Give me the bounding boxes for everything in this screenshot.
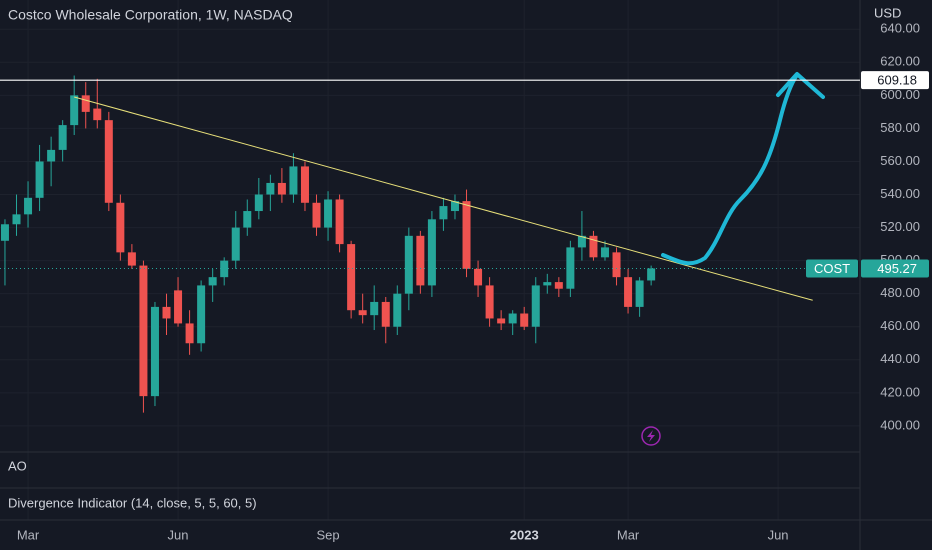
candle-body (635, 280, 644, 307)
y-tick-label: 540.00 (880, 186, 920, 201)
candle-body (393, 293, 402, 327)
candle-body (243, 211, 252, 228)
candle-body (381, 301, 390, 327)
candle-body (116, 202, 125, 253)
x-tick-label: 2023 (510, 527, 539, 542)
candle-body (58, 125, 67, 150)
marks (0, 75, 813, 413)
candle-body (450, 201, 459, 212)
candle-body (24, 197, 33, 215)
candle-body (543, 282, 552, 286)
candle-body (474, 268, 483, 286)
candle-body (254, 194, 263, 212)
x-tick-label: Jun (168, 527, 189, 542)
candle-body (335, 199, 344, 245)
level-label: 609.18 (877, 73, 917, 88)
candle-body (208, 277, 217, 286)
candle-body (416, 235, 425, 286)
event-icon[interactable] (641, 426, 661, 446)
level-label-box (861, 71, 929, 90)
y-tick-label: 480.00 (880, 285, 920, 300)
candle-body (174, 290, 183, 324)
candle-body (462, 201, 471, 269)
candle-body (266, 182, 275, 195)
y-tick-label: 580.00 (880, 120, 920, 135)
x-tick-label: Mar (17, 527, 40, 542)
candle-body (531, 285, 540, 327)
y-tick-label: 620.00 (880, 54, 920, 69)
x-tick-label: Mar (617, 527, 640, 542)
candle-body (427, 219, 436, 286)
symbol-label-box (806, 259, 858, 278)
y-tick-label: 520.00 (880, 219, 920, 234)
candle-body (520, 313, 529, 327)
candle-body (289, 166, 298, 195)
y-tick-label: 440.00 (880, 351, 920, 366)
candle-body (185, 323, 194, 344)
trendline (74, 96, 813, 301)
candle-body (600, 247, 609, 258)
candle-body (162, 306, 171, 319)
candle-body (300, 166, 309, 203)
candle-body (197, 285, 206, 344)
y-tick-label: 600.00 (880, 87, 920, 102)
last-price-label: 495.27 (877, 261, 917, 276)
y-tick-label: 460.00 (880, 318, 920, 333)
candle-body (624, 277, 633, 307)
candle-body (231, 227, 240, 261)
candle-body (554, 282, 563, 289)
candle-body (104, 120, 113, 203)
symbol-label: COST (814, 261, 850, 276)
candle-body (508, 313, 517, 324)
candle-body (81, 95, 90, 112)
candle-body (277, 182, 286, 195)
candle-body (47, 149, 56, 162)
candle-body (12, 214, 21, 225)
currency-label: USD (874, 5, 901, 20)
candle-body (324, 199, 333, 228)
candle-body (70, 95, 79, 126)
candle-body (566, 247, 575, 289)
candle-body (347, 244, 356, 311)
pane-title: AO (8, 458, 27, 473)
candle-body (589, 235, 598, 258)
y-tick-label: 420.00 (880, 384, 920, 399)
candle-body (358, 310, 367, 316)
drawn-arrow (661, 72, 825, 266)
candle-body (485, 285, 494, 319)
candle-body (93, 108, 102, 121)
candle-body (612, 252, 621, 278)
y-tick-label: 560.00 (880, 153, 920, 168)
x-tick-label: Sep (316, 527, 339, 542)
candle-body (312, 202, 321, 228)
candle-body (404, 235, 413, 294)
candle-body (439, 206, 448, 220)
candle-body (35, 161, 44, 198)
candle-body (139, 265, 148, 397)
event-bolt (647, 430, 655, 442)
last-price-box (861, 259, 929, 278)
pane-title: Divergence Indicator (14, close, 5, 5, 6… (8, 495, 257, 510)
candle-body (577, 235, 586, 248)
y-tick-label: 400.00 (880, 417, 920, 432)
candle-body (150, 306, 159, 397)
chart-title: Costco Wholesale Corporation, 1W, NASDAQ (8, 7, 293, 23)
x-tick-label: Jun (768, 527, 789, 542)
candle-body (647, 268, 656, 281)
candle-body (0, 224, 9, 241)
candle-body (497, 318, 506, 324)
candle-body (127, 252, 136, 266)
y-tick-label: 640.00 (880, 21, 920, 36)
candle-body (370, 301, 379, 316)
